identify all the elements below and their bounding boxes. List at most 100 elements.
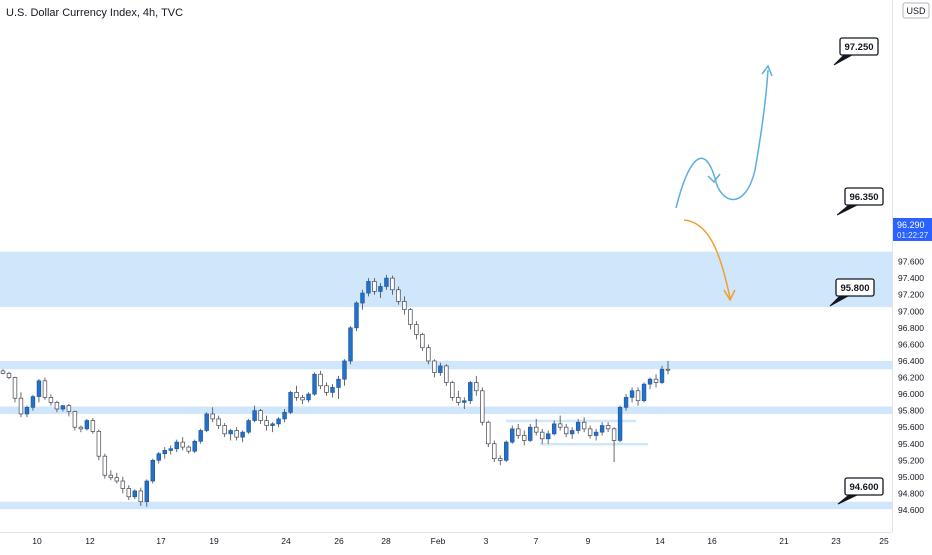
- candle-108: [647, 377, 653, 390]
- candle-1: [6, 371, 12, 380]
- y-tick-label: 97.200: [898, 290, 924, 300]
- candle-38: [228, 428, 233, 441]
- candle-19: [114, 472, 120, 484]
- zone-0: [0, 251, 892, 308]
- candle-81: [486, 420, 491, 448]
- candle-36: [216, 415, 221, 429]
- candle-9: [54, 400, 60, 413]
- currency-badge[interactable]: USD: [902, 2, 930, 19]
- candle-64: [384, 274, 389, 290]
- candles-layer: [0, 274, 671, 507]
- price-axis[interactable]: 94.600 94.800 95.000 95.200 95.400 95.600 95.8…: [892, 0, 925, 532]
- candle-69: [414, 321, 419, 340]
- candle-70: [420, 332, 425, 352]
- candle-110: [659, 365, 665, 385]
- candle-61: [366, 278, 371, 297]
- candle-20: [120, 476, 126, 494]
- candle-6: [36, 379, 42, 403]
- candle-74: [444, 364, 449, 386]
- last-price-countdown: 01:22:27: [897, 231, 929, 240]
- candle-87: [522, 430, 527, 446]
- candle-8: [48, 394, 54, 406]
- candle-51: [306, 392, 311, 403]
- candle-3: [18, 392, 24, 418]
- level-callout-94-600[interactable]: 94.600: [837, 477, 884, 505]
- candle-29: [174, 439, 179, 453]
- candle-4: [24, 405, 30, 418]
- candle-77: [462, 397, 467, 409]
- candle-7: [42, 377, 48, 400]
- candle-71: [426, 344, 431, 365]
- last-price-tag: 96.290 01:22:27: [893, 218, 932, 241]
- candle-59: [354, 301, 359, 332]
- candle-98: [587, 425, 593, 439]
- y-tick-label: 96.600: [898, 339, 924, 349]
- candle-39: [234, 427, 239, 441]
- candle-58: [348, 326, 353, 365]
- y-tick-label: 97.400: [898, 273, 924, 283]
- candle-57: [342, 359, 347, 386]
- candle-97: [581, 417, 587, 433]
- candle-28: [168, 445, 173, 455]
- level-callout-label: 97.250: [844, 42, 873, 53]
- candle-85: [510, 425, 515, 444]
- y-tick-label: 94.800: [898, 488, 924, 498]
- currency-label: USD: [906, 6, 926, 16]
- last-price-value: 96.290: [897, 220, 925, 230]
- y-tick-label: 95.800: [898, 406, 924, 416]
- candle-55: [330, 384, 335, 398]
- zone-2: [0, 406, 892, 414]
- candle-15: [90, 418, 96, 434]
- candle-56: [336, 375, 341, 400]
- time-axis[interactable]: 10 12 17 19 24 26 28 Feb 3 7 9 14 16 21 23 25: [0, 532, 892, 547]
- candle-78: [468, 380, 473, 405]
- candle-30: [180, 437, 185, 451]
- annotations-layer: 97.250 96.350 95.800 94.600: [829, 37, 884, 505]
- candle-5: [30, 394, 36, 411]
- candle-89: [533, 418, 539, 436]
- candle-31: [186, 445, 191, 454]
- y-tick-label: 96.200: [898, 373, 924, 383]
- candle-54: [324, 382, 329, 396]
- candle-25: [150, 458, 155, 484]
- candle-12: [72, 410, 78, 431]
- level-callout-96-350[interactable]: 96.350: [836, 187, 884, 216]
- curves-layer: [675, 64, 773, 302]
- candle-44: [264, 415, 269, 431]
- bearish-arrowhead: [723, 289, 736, 302]
- y-tick-label: 97.000: [898, 306, 924, 316]
- candle-84: [504, 440, 509, 462]
- candle-101: [605, 422, 611, 433]
- candle-43: [258, 408, 263, 424]
- candle-35: [210, 407, 215, 423]
- x-tick-label: 23: [831, 536, 841, 546]
- zone-3: [0, 501, 892, 510]
- y-tick-label: 96.800: [898, 323, 924, 333]
- bullish-arrowhead: [761, 64, 773, 77]
- candle-76: [456, 390, 461, 406]
- candle-41: [246, 418, 251, 434]
- y-tick-label: 95.400: [898, 439, 924, 449]
- candle-93: [557, 415, 563, 431]
- candle-82: [492, 440, 497, 462]
- candle-100: [599, 422, 605, 436]
- candle-94: [563, 423, 569, 438]
- candle-22: [132, 489, 138, 500]
- candle-73: [438, 362, 443, 376]
- candle-27: [162, 447, 167, 459]
- level-callout-label: 95.800: [840, 283, 869, 294]
- candle-49: [294, 385, 299, 401]
- x-tick-label: 9: [586, 536, 591, 546]
- x-tick-label: 7: [534, 536, 539, 546]
- level-callout-97-250[interactable]: 97.250: [833, 37, 879, 66]
- candle-90: [539, 428, 545, 444]
- level-callout-95-800[interactable]: 95.800: [829, 278, 875, 307]
- bullish-projection-curve: [675, 69, 769, 209]
- candle-13: [78, 425, 84, 433]
- candle-79: [474, 375, 479, 396]
- candle-72: [432, 359, 437, 378]
- candle-107: [641, 382, 647, 403]
- candle-2: [12, 376, 18, 403]
